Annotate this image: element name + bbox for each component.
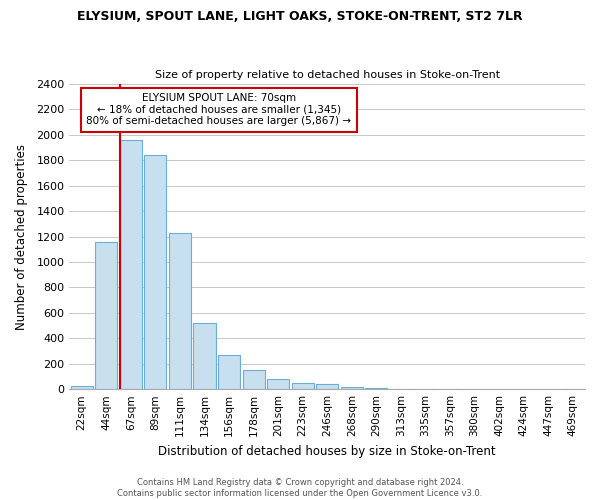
Bar <box>341 388 363 389</box>
Bar <box>218 356 240 389</box>
Bar <box>267 379 289 389</box>
Bar <box>316 384 338 389</box>
Title: Size of property relative to detached houses in Stoke-on-Trent: Size of property relative to detached ho… <box>155 70 500 81</box>
Text: Contains HM Land Registry data © Crown copyright and database right 2024.
Contai: Contains HM Land Registry data © Crown c… <box>118 478 482 498</box>
Bar <box>145 156 166 389</box>
Bar <box>120 140 142 389</box>
Bar <box>95 242 118 389</box>
Bar <box>193 323 215 389</box>
Bar <box>169 234 191 389</box>
Bar <box>365 388 388 389</box>
Bar <box>292 383 314 389</box>
Y-axis label: Number of detached properties: Number of detached properties <box>15 144 28 330</box>
Bar <box>71 386 93 389</box>
Text: ELYSIUM SPOUT LANE: 70sqm
← 18% of detached houses are smaller (1,345)
80% of se: ELYSIUM SPOUT LANE: 70sqm ← 18% of detac… <box>86 93 352 126</box>
Text: ELYSIUM, SPOUT LANE, LIGHT OAKS, STOKE-ON-TRENT, ST2 7LR: ELYSIUM, SPOUT LANE, LIGHT OAKS, STOKE-O… <box>77 10 523 23</box>
X-axis label: Distribution of detached houses by size in Stoke-on-Trent: Distribution of detached houses by size … <box>158 444 496 458</box>
Bar <box>242 370 265 389</box>
